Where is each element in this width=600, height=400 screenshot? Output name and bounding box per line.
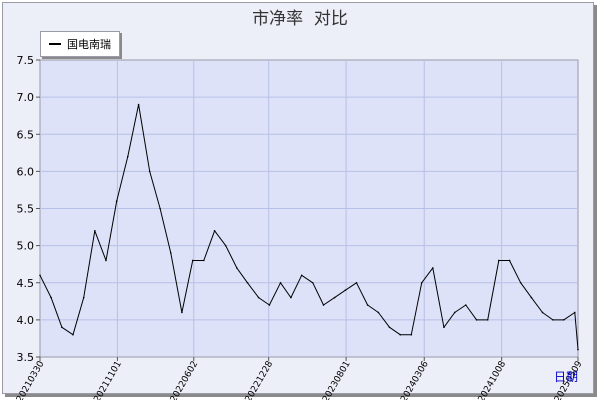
legend: 国电南瑞 <box>40 31 120 57</box>
x-tick-label: 20221228 <box>244 359 276 400</box>
legend-swatch <box>49 43 61 45</box>
data-point <box>82 296 85 299</box>
data-point <box>497 259 500 262</box>
data-point <box>170 252 172 254</box>
data-point <box>300 274 303 277</box>
data-point <box>94 229 96 232</box>
data-point <box>475 319 478 321</box>
data-point <box>432 267 434 269</box>
data-point <box>203 259 205 262</box>
data-point <box>519 281 522 284</box>
data-point <box>115 200 118 202</box>
data-point <box>453 311 456 314</box>
x-tick-label: 20241008 <box>477 359 509 400</box>
data-point <box>105 259 107 262</box>
data-point <box>333 296 336 299</box>
y-tick-label: 6.0 <box>17 165 35 178</box>
chart-title: 市净率 对比 <box>252 9 348 29</box>
y-tick-label: 3.5 <box>17 351 35 364</box>
data-point <box>224 244 227 247</box>
x-tick-label: 20220602 <box>169 360 201 400</box>
x-axis: 20210330 20211101 20220602 20221228 20230801… <box>15 357 585 400</box>
y-tick-label: 6.5 <box>17 128 35 141</box>
x-axis-title: 日期 <box>554 370 578 384</box>
y-tick-label: 5.5 <box>17 203 35 216</box>
data-point <box>465 304 467 306</box>
y-tick-label: 4.5 <box>17 277 35 290</box>
y-tick-label: 7.0 <box>17 91 35 104</box>
data-point <box>246 281 249 284</box>
data-point <box>577 348 579 351</box>
data-point <box>562 319 565 321</box>
data-point <box>213 229 216 232</box>
data-point <box>420 281 423 284</box>
data-point <box>573 311 576 314</box>
data-point <box>127 155 129 158</box>
data-point <box>377 311 380 314</box>
x-tick-label: 20240306 <box>399 359 431 400</box>
data-point <box>137 103 140 106</box>
y-axis: 3.5 4.0 4.5 5.0 5.5 6.0 6.5 7.0 7.5 <box>17 54 40 364</box>
x-tick-label: 20210330 <box>15 359 47 400</box>
data-point <box>148 170 151 173</box>
data-point <box>443 326 445 329</box>
data-point <box>366 304 369 306</box>
data-point <box>552 319 554 321</box>
data-point <box>191 259 194 262</box>
data-point <box>311 281 314 284</box>
data-point <box>159 207 161 210</box>
data-point <box>541 311 544 314</box>
data-point <box>508 259 511 262</box>
data-point <box>290 296 292 299</box>
data-point <box>257 296 260 299</box>
data-point <box>279 281 282 284</box>
data-point <box>486 319 489 321</box>
data-point <box>322 304 325 306</box>
data-point <box>410 333 413 336</box>
series-lines <box>39 103 579 351</box>
data-point <box>72 333 74 336</box>
data-point <box>235 267 238 269</box>
y-tick-label: 5.0 <box>17 240 35 253</box>
data-point <box>39 274 41 277</box>
x-tick-label: 20211101 <box>92 360 124 400</box>
data-point <box>181 311 183 314</box>
data-point <box>399 333 402 336</box>
legend-label: 国电南瑞 <box>67 38 111 51</box>
data-point <box>50 296 52 299</box>
data-point <box>530 296 533 299</box>
y-tick-label: 4.0 <box>17 314 35 327</box>
x-tick-label: 20230801 <box>321 360 353 400</box>
data-point <box>268 304 271 306</box>
y-tick-label: 7.5 <box>17 54 35 67</box>
data-point <box>388 326 391 329</box>
data-point <box>355 281 358 284</box>
data-point <box>61 326 63 329</box>
data-point <box>344 289 347 291</box>
